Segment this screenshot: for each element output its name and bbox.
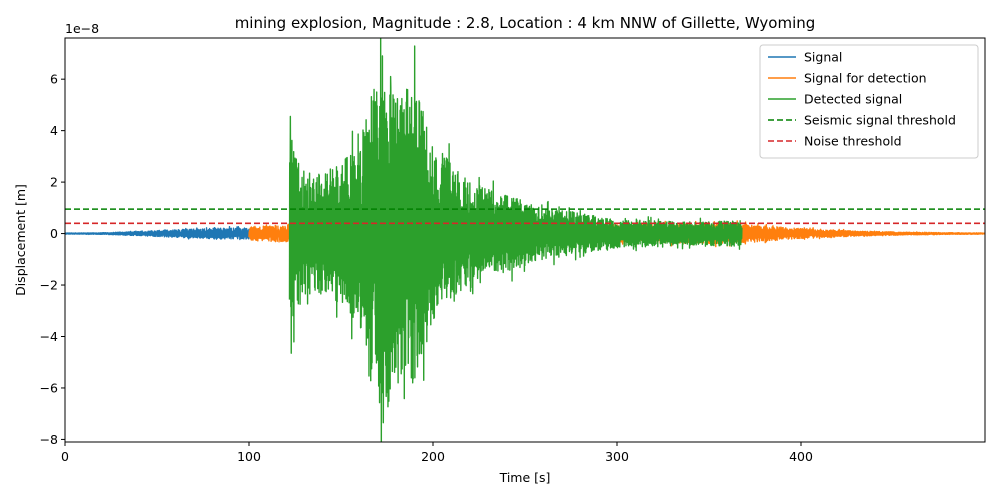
- y-tick-label: −2: [40, 278, 58, 293]
- legend-entry-label: Signal: [804, 50, 842, 65]
- y-tick-label: 2: [50, 175, 58, 190]
- series-line-1: [65, 225, 250, 241]
- y-tick-label: 6: [50, 72, 58, 87]
- y-tick-label: −8: [40, 432, 58, 447]
- y-axis-ticks: −8 −6 −4 −2 0 2 4 6: [40, 72, 65, 447]
- x-tick-label: 200: [421, 449, 445, 464]
- series-line-3: [288, 38, 743, 442]
- y-tick-label: −6: [40, 380, 58, 395]
- legend-entry-label: Noise threshold: [804, 134, 902, 149]
- x-axis-ticks: 0 100 200 300 400: [61, 442, 813, 464]
- plot-series: [65, 38, 985, 442]
- y-axis-label: Displacement [m]: [13, 184, 28, 296]
- y-tick-label: 4: [50, 123, 58, 138]
- plot-frame: [64, 37, 986, 443]
- x-tick-label: 100: [237, 449, 261, 464]
- legend-entry-label: Seismic signal threshold: [804, 113, 956, 128]
- x-tick-label: 400: [789, 449, 813, 464]
- legend-entry-label: Detected signal: [804, 92, 902, 107]
- y-tick-label: −4: [40, 329, 58, 344]
- x-tick-label: 0: [61, 449, 69, 464]
- legend-entry-label: Signal for detection: [804, 71, 927, 86]
- x-tick-label: 300: [605, 449, 629, 464]
- y-offset-text: 1e−8: [65, 21, 99, 36]
- legend-box: [759, 44, 979, 159]
- chart-title: mining explosion, Magnitude : 2.8, Locat…: [235, 14, 816, 32]
- x-axis-label: Time [s]: [499, 470, 551, 485]
- legend: Signal Signal for detection Detected signa…: [759, 44, 979, 159]
- y-tick-label: 0: [50, 226, 58, 241]
